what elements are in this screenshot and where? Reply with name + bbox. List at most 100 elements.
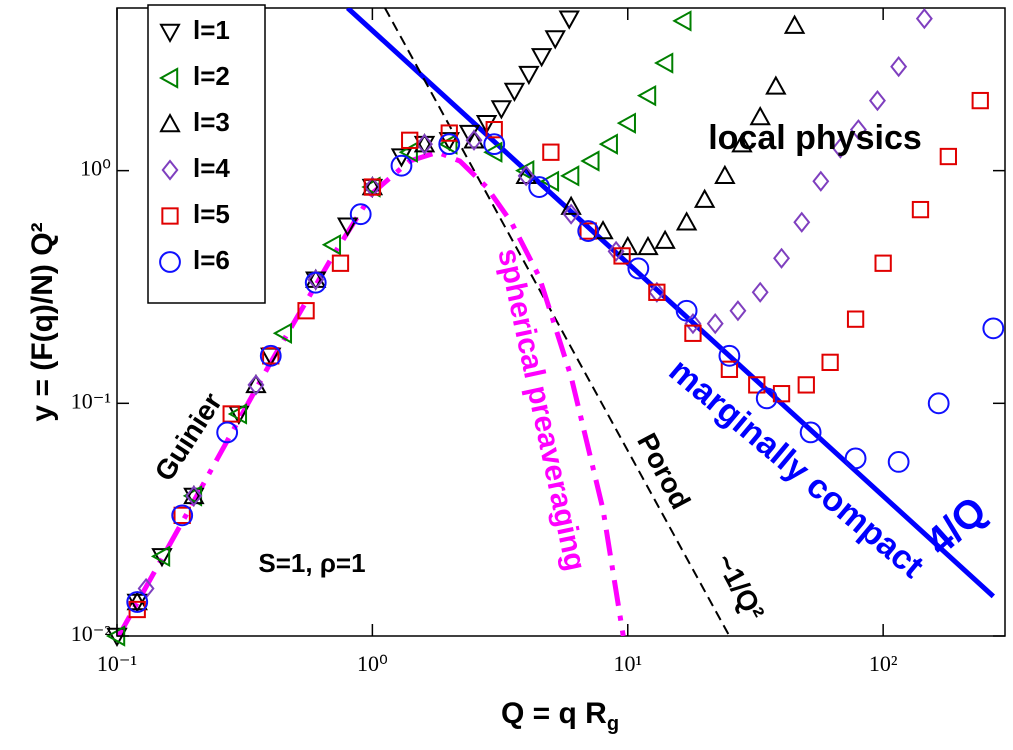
legend-label: l=6 (193, 245, 230, 275)
points (105, 8, 1005, 648)
marker (982, 317, 1005, 340)
marker (773, 247, 791, 269)
marker (297, 302, 315, 320)
marker (874, 254, 892, 272)
marker (544, 30, 566, 50)
marker (518, 65, 540, 86)
marker (438, 133, 461, 156)
marker (627, 257, 650, 280)
marker (150, 545, 171, 568)
marker (159, 112, 181, 133)
marker (159, 251, 181, 273)
marker (654, 229, 676, 249)
x-tick-label: 10² (869, 651, 898, 676)
marker (245, 373, 267, 394)
marker (159, 23, 181, 44)
x-tick-label: 10⁻¹ (97, 651, 137, 676)
annotation: S=1, ρ=1 (258, 548, 365, 578)
marker (558, 10, 580, 30)
marker (458, 124, 481, 145)
legend-entry: l=4 (161, 153, 230, 183)
marker (748, 376, 766, 394)
marker (844, 447, 867, 470)
curves (117, 8, 995, 636)
y-axis-label: y = (F(q)/N) Q² (26, 222, 59, 421)
marker (517, 165, 535, 187)
marker (560, 165, 580, 187)
marker (401, 131, 419, 149)
marker (648, 281, 666, 303)
legend-label: l=1 (193, 15, 230, 45)
legend-entry: l=1 (159, 15, 230, 45)
marker (579, 222, 597, 240)
marker (349, 203, 372, 226)
marker (675, 211, 698, 231)
legend-entry: l=6 (159, 245, 230, 275)
marker (868, 89, 886, 112)
legend-entry: l=2 (158, 61, 230, 91)
marker (706, 313, 724, 335)
marker (915, 8, 933, 30)
marker (475, 114, 498, 135)
marker (515, 164, 537, 185)
marker (173, 506, 191, 525)
marker (560, 195, 582, 215)
marker (783, 14, 806, 34)
marker (799, 421, 822, 444)
marker (490, 100, 513, 120)
marker (797, 376, 815, 394)
marker (617, 235, 639, 256)
reference-curve (345, 8, 995, 599)
marker (613, 247, 631, 265)
marker (927, 392, 950, 415)
marker (672, 10, 692, 32)
marker (485, 121, 503, 139)
marker (577, 220, 600, 242)
marker (598, 133, 618, 155)
marker (222, 405, 240, 423)
marker (331, 254, 350, 272)
marker (151, 548, 173, 568)
marker (161, 159, 179, 181)
marker (765, 75, 787, 95)
y-tick-label: 10⁰ (80, 156, 111, 181)
legend-entry: l=3 (159, 107, 230, 137)
marker (821, 353, 839, 371)
legend-label: l=2 (193, 61, 230, 91)
annotation: Guinier (149, 387, 228, 486)
marker (684, 324, 702, 342)
marker (846, 310, 865, 328)
marker (793, 211, 811, 233)
marker (693, 188, 716, 208)
x-axis-label-main: Q = q R (501, 697, 607, 730)
legend-label: l=3 (193, 107, 230, 137)
marker (971, 91, 989, 110)
annotation: ~1/Q² (710, 548, 771, 625)
marker (390, 154, 413, 177)
marker (637, 235, 659, 256)
marker (185, 485, 203, 507)
marker (336, 217, 359, 237)
marker (831, 137, 849, 159)
marker (307, 269, 325, 291)
marker (247, 374, 265, 396)
marker (749, 105, 771, 126)
marker (528, 176, 551, 198)
marker (440, 124, 458, 142)
marker (416, 133, 433, 155)
marker (849, 119, 867, 141)
y-tick-label: 10⁻¹ (71, 388, 111, 413)
marker (262, 347, 280, 365)
marker (183, 484, 205, 505)
annotation: local physics (708, 119, 922, 157)
marker (772, 385, 791, 403)
marker (438, 133, 458, 155)
marker (580, 150, 600, 172)
x-axis-label-sub: g (607, 713, 619, 735)
marker (465, 129, 483, 151)
marker (654, 52, 674, 74)
marker (636, 84, 657, 107)
annotation: 4/Q (918, 488, 995, 564)
marker (321, 234, 342, 256)
